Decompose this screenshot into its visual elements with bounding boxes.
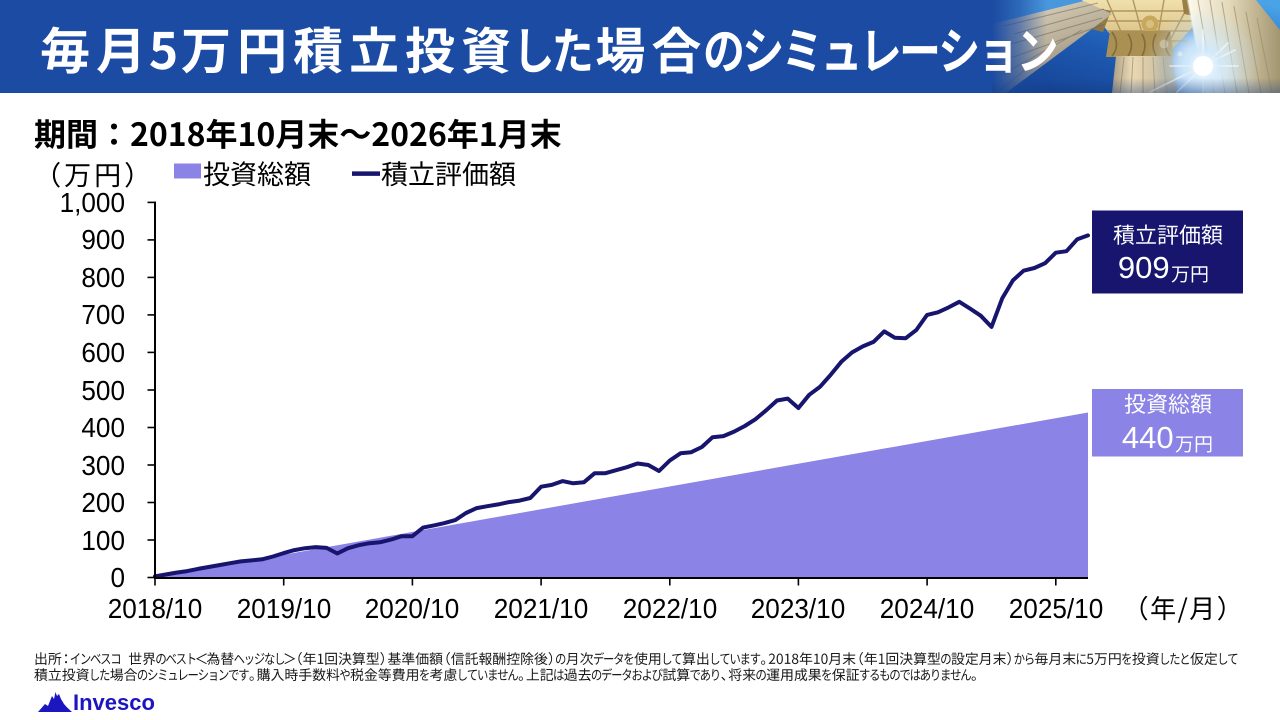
svg-text:Invesco: Invesco <box>73 690 155 714</box>
